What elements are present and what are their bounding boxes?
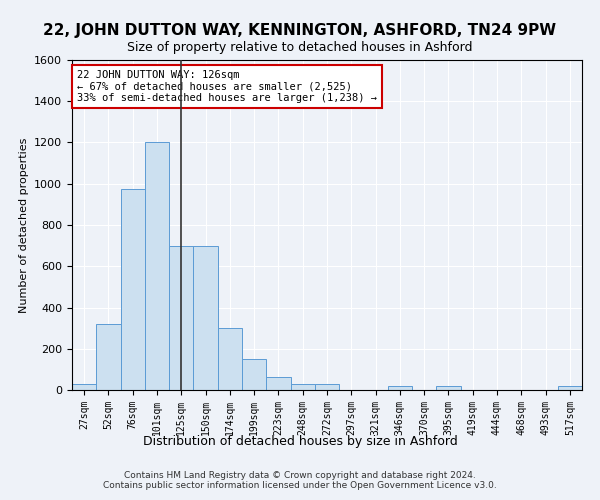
Text: 22 JOHN DUTTON WAY: 126sqm
← 67% of detached houses are smaller (2,525)
33% of s: 22 JOHN DUTTON WAY: 126sqm ← 67% of deta… bbox=[77, 70, 377, 103]
Bar bbox=[290, 384, 315, 390]
Bar bbox=[72, 384, 96, 390]
Bar bbox=[145, 142, 169, 390]
Bar bbox=[558, 386, 582, 390]
Bar bbox=[193, 246, 218, 390]
Y-axis label: Number of detached properties: Number of detached properties bbox=[19, 138, 29, 312]
Bar bbox=[436, 386, 461, 390]
Bar bbox=[218, 328, 242, 390]
Bar bbox=[169, 246, 193, 390]
Bar bbox=[388, 386, 412, 390]
Text: Contains HM Land Registry data © Crown copyright and database right 2024.
Contai: Contains HM Land Registry data © Crown c… bbox=[103, 470, 497, 490]
Bar bbox=[96, 324, 121, 390]
Bar bbox=[121, 189, 145, 390]
Bar bbox=[315, 384, 339, 390]
Text: 22, JOHN DUTTON WAY, KENNINGTON, ASHFORD, TN24 9PW: 22, JOHN DUTTON WAY, KENNINGTON, ASHFORD… bbox=[43, 22, 557, 38]
Bar bbox=[266, 376, 290, 390]
Text: Distribution of detached houses by size in Ashford: Distribution of detached houses by size … bbox=[143, 435, 457, 448]
Bar bbox=[242, 359, 266, 390]
Text: Size of property relative to detached houses in Ashford: Size of property relative to detached ho… bbox=[127, 41, 473, 54]
